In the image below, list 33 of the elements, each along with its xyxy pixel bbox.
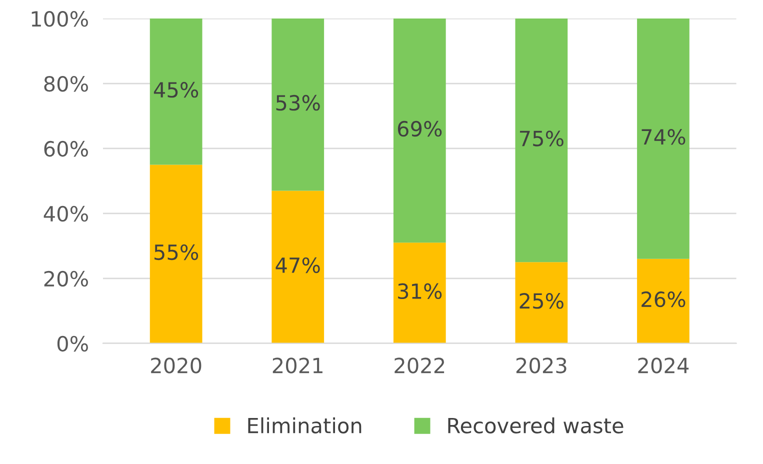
bar	[272, 18, 324, 191]
data-label: 45%	[154, 82, 198, 98]
bar	[637, 258, 690, 344]
x-tick-label: 2021	[272, 358, 322, 374]
bar	[515, 18, 568, 262]
data-label: 31%	[398, 283, 442, 300]
data-label: 26%	[642, 291, 686, 308]
y-tick-label: 60%	[44, 140, 88, 157]
bar	[393, 242, 446, 344]
bar	[272, 190, 324, 344]
legend-label: Elimination	[248, 417, 362, 434]
x-tick-label: 2024	[638, 358, 689, 374]
data-label: 69%	[398, 120, 442, 137]
x-tick-label: 2022	[394, 358, 444, 374]
bar	[150, 18, 202, 165]
bar	[515, 262, 568, 344]
data-label: 74%	[642, 129, 686, 145]
x-tick-label: 2020	[151, 358, 202, 374]
x-tick-label: 2023	[516, 358, 566, 374]
y-tick-label: 0%	[57, 336, 88, 352]
y-tick-label: 40%	[44, 206, 88, 222]
data-label: 75%	[520, 130, 564, 146]
bar	[637, 18, 690, 259]
bar	[150, 164, 202, 344]
bar	[393, 18, 446, 243]
data-label: 47%	[276, 257, 320, 274]
y-tick-label: 100%	[32, 11, 88, 27]
data-label: 55%	[154, 244, 198, 260]
legend-label: Recovered waste	[448, 417, 624, 434]
y-tick-label: 80%	[44, 76, 88, 92]
y-tick-label: 20%	[44, 270, 88, 287]
data-label: 53%	[276, 94, 320, 111]
data-label: 25%	[520, 293, 564, 309]
